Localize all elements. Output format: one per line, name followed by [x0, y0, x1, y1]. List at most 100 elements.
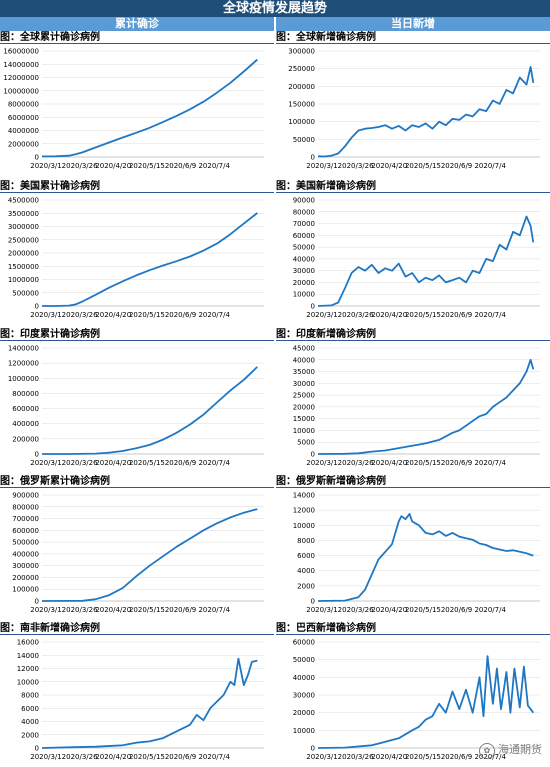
y-tick-label: 100000: [288, 118, 315, 126]
y-tick-label: 2000000: [8, 250, 39, 258]
y-tick-label: 250000: [288, 65, 315, 73]
chart-title: 图：全球累计确诊病例: [0, 32, 100, 43]
series-line: [317, 215, 535, 307]
y-tick-label: 20000: [293, 403, 315, 411]
wechat-icon: ✿: [479, 743, 495, 759]
y-tick-label: 6000: [21, 705, 39, 713]
x-tick-label: 2020/5/15: [129, 753, 165, 761]
x-tick-label: 2020/7/4: [198, 606, 230, 614]
x-tick-label: 2020/4/20: [95, 606, 131, 614]
x-tick-label: 2020/3/1: [30, 311, 61, 319]
chart-svg: 0 2000000 4000000 6000000 8000000 10000000 120…: [3, 48, 264, 170]
x-tick-label: 2020/6/9: [165, 162, 196, 170]
y-tick-label: 0: [35, 303, 39, 311]
x-tick-label: 2020/5/15: [405, 459, 441, 467]
title-rule: [276, 634, 550, 635]
x-tick-label: 2020/7/4: [198, 311, 230, 319]
y-tick-label: 30000: [293, 692, 315, 700]
x-tick-label: 2020/5/15: [129, 311, 165, 319]
series-line: [42, 366, 258, 455]
x-tick-label: 2020/3/26: [338, 162, 374, 170]
y-tick-label: 3000000: [8, 223, 39, 231]
y-tick-label: 12000: [293, 507, 315, 515]
column-header-cumulative: 累计确诊: [0, 17, 274, 31]
chart-panel-russia-new: 图：俄罗斯新增确诊病例 0 2000 4000 6000 8000 10000 12000 14…: [276, 475, 550, 619]
title-rule: [0, 340, 274, 341]
x-tick-label: 2020/3/26: [338, 459, 374, 467]
x-tick-label: 2020/3/26: [62, 753, 98, 761]
title-rule: [276, 487, 550, 488]
y-tick-label: 12000: [17, 665, 39, 673]
y-tick-label: 800000: [12, 390, 39, 398]
chart-svg: 0 50000 100000 150000 200000 250000 300000 2020…: [288, 48, 540, 170]
series-line: [317, 358, 535, 455]
x-tick-label: 2020/6/9: [441, 606, 472, 614]
watermark-text: 海通期货: [498, 743, 542, 756]
x-tick-label: 2020/3/26: [338, 606, 374, 614]
chart-svg: 0 500000 1000000 1500000 2000000 2500000 30000…: [8, 197, 264, 319]
series-line: [317, 512, 534, 602]
x-tick-label: 2020/3/26: [338, 753, 374, 761]
y-tick-label: 90000: [293, 197, 315, 205]
x-tick-label: 2020/3/1: [30, 459, 61, 467]
title-rule: [0, 43, 274, 44]
y-tick-label: 200000: [12, 435, 39, 443]
y-tick-label: 600000: [12, 405, 39, 413]
title-rule: [0, 192, 274, 193]
y-tick-label: 40000: [293, 674, 315, 682]
chart-panel-india-new: 图：印度新增确诊病例 0 5000 10000 15000 20000 25000 30000…: [276, 328, 550, 472]
x-tick-label: 2020/3/1: [306, 311, 337, 319]
x-tick-label: 2020/7/4: [198, 753, 230, 761]
y-tick-label: 4000000: [8, 127, 39, 135]
page-title: 全球疫情发展趋势: [0, 0, 550, 17]
y-tick-label: 0: [311, 451, 315, 459]
y-tick-label: 40000: [293, 356, 315, 364]
y-tick-label: 800000: [12, 503, 39, 511]
y-tick-label: 150000: [288, 101, 315, 109]
y-tick-label: 1400000: [8, 345, 39, 353]
y-tick-label: 20000: [293, 709, 315, 717]
series-line: [41, 58, 258, 158]
y-tick-label: 15000: [293, 415, 315, 423]
x-tick-label: 2020/5/15: [405, 162, 441, 170]
chart-svg: 0 10000 20000 30000 40000 50000 60000 70000 8000…: [293, 197, 540, 319]
y-tick-label: 1000000: [8, 375, 39, 383]
chart-title: 图：印度累计确诊病例: [0, 329, 100, 340]
y-tick-label: 50000: [293, 656, 315, 664]
y-tick-label: 45000: [293, 345, 315, 353]
y-tick-label: 25000: [293, 392, 315, 400]
x-tick-label: 2020/3/1: [30, 162, 61, 170]
y-tick-label: 50000: [293, 244, 315, 252]
y-tick-label: 16000000: [3, 48, 39, 56]
y-tick-label: 3500000: [8, 210, 39, 218]
y-tick-label: 1000000: [8, 276, 39, 284]
x-tick-label: 2020/7/4: [474, 162, 506, 170]
x-tick-label: 2020/4/20: [95, 162, 131, 170]
y-tick-label: 40000: [293, 255, 315, 263]
y-tick-label: 1200000: [8, 360, 39, 368]
y-tick-label: 10000000: [3, 87, 39, 95]
title-rule: [276, 192, 550, 193]
chart-title: 图：俄罗斯新增确诊病例: [276, 476, 386, 487]
x-tick-label: 2020/7/4: [474, 459, 506, 467]
y-tick-label: 8000000: [8, 101, 39, 109]
chart-panel-india-cum: 图：印度累计确诊病例 0 200000 400000 600000 800000 10000…: [0, 328, 274, 472]
watermark: ✿ 海通期货: [479, 741, 542, 759]
x-tick-label: 2020/7/4: [198, 162, 230, 170]
y-tick-label: 0: [35, 745, 39, 753]
chart-title: 图：俄罗斯累计确诊病例: [0, 476, 110, 487]
x-tick-label: 2020/3/26: [62, 459, 98, 467]
y-tick-label: 80000: [293, 208, 315, 216]
y-tick-label: 0: [311, 745, 315, 753]
y-tick-label: 20000: [293, 279, 315, 287]
x-tick-label: 2020/6/9: [441, 753, 472, 761]
y-tick-label: 14000000: [3, 61, 39, 69]
y-tick-label: 10000: [293, 727, 315, 735]
y-tick-label: 300000: [12, 562, 39, 570]
y-tick-label: 400000: [12, 420, 39, 428]
x-tick-label: 2020/3/1: [306, 753, 337, 761]
y-tick-label: 2000: [297, 582, 315, 590]
title-rule: [0, 487, 274, 488]
x-tick-label: 2020/5/15: [129, 162, 165, 170]
y-tick-label: 16000: [17, 639, 39, 647]
